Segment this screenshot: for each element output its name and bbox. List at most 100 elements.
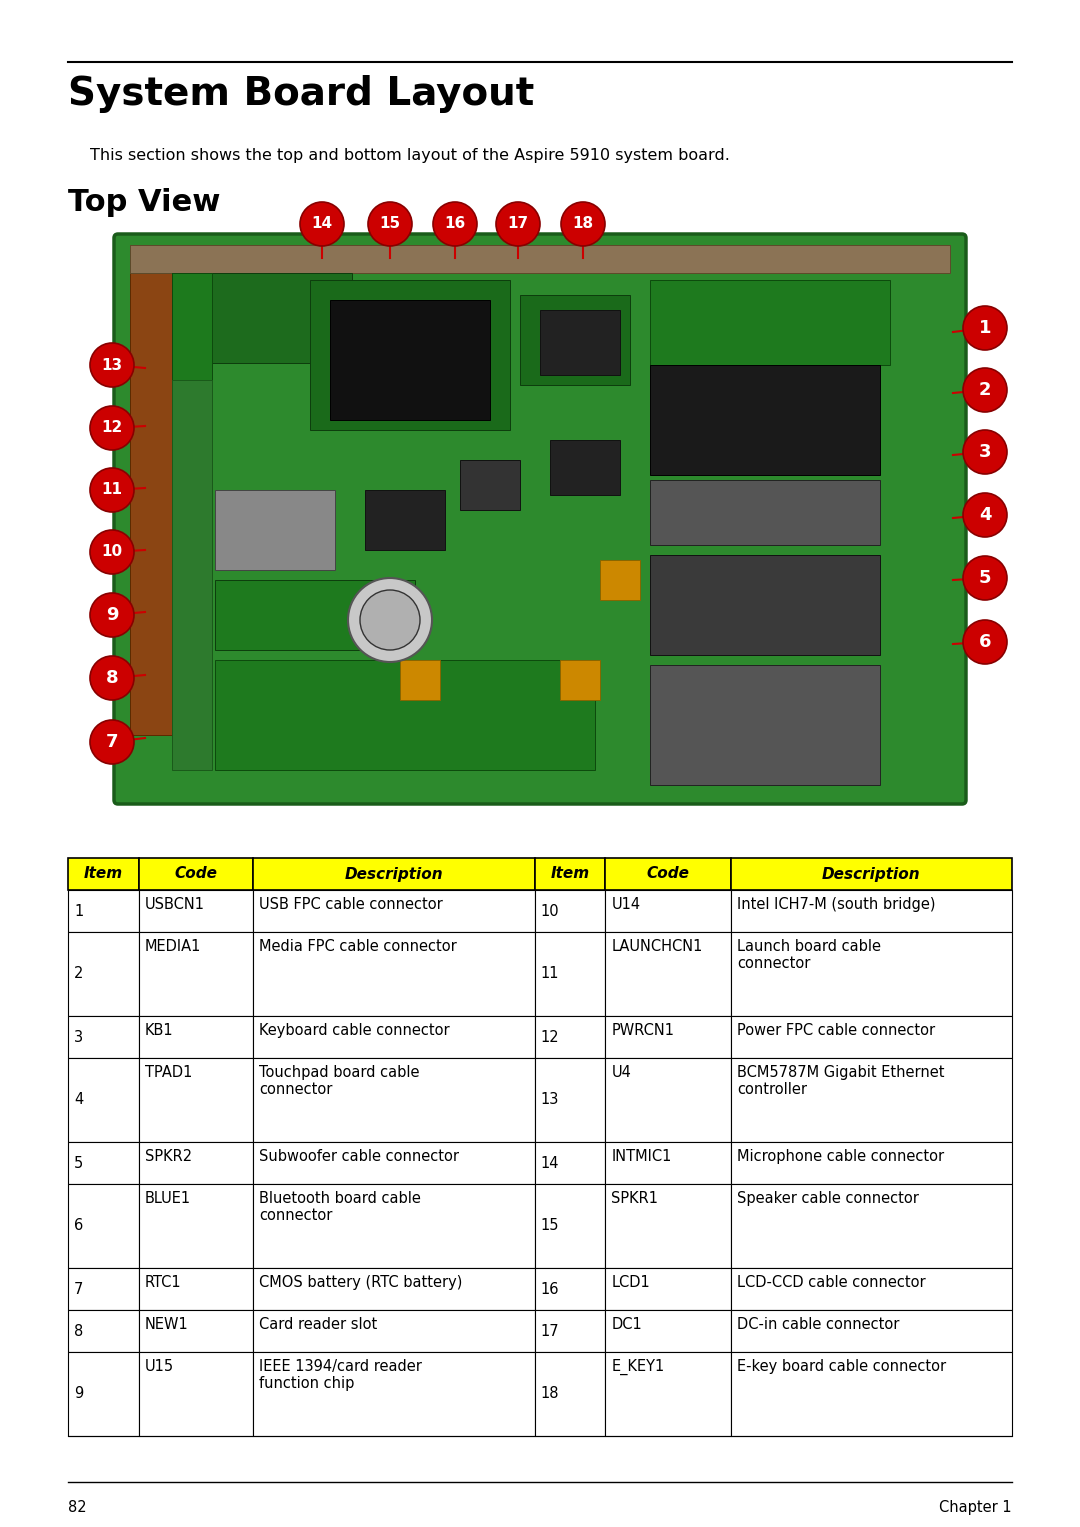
Text: 9: 9: [75, 1387, 83, 1402]
Text: CMOS battery (RTC battery): CMOS battery (RTC battery): [259, 1275, 462, 1290]
Circle shape: [348, 579, 432, 663]
Bar: [731, 1142, 1012, 1183]
Text: E-key board cable connector: E-key board cable connector: [737, 1359, 946, 1374]
Bar: [606, 1058, 731, 1142]
Circle shape: [90, 592, 134, 637]
Text: Media FPC cable connector: Media FPC cable connector: [259, 939, 457, 954]
Circle shape: [368, 202, 411, 246]
Circle shape: [963, 556, 1007, 600]
Text: 14: 14: [311, 217, 333, 232]
Text: 10: 10: [102, 545, 122, 559]
Bar: [606, 1015, 731, 1058]
Circle shape: [963, 305, 1007, 350]
Circle shape: [433, 202, 477, 246]
Text: Microphone cable connector: Microphone cable connector: [737, 1148, 944, 1164]
Bar: [540, 310, 620, 376]
Bar: [731, 931, 1012, 1015]
Bar: [139, 1142, 254, 1183]
Bar: [535, 1310, 606, 1351]
Bar: [606, 890, 731, 931]
Text: 6: 6: [978, 634, 991, 651]
Bar: [550, 440, 620, 495]
Text: SPKR1: SPKR1: [611, 1191, 659, 1206]
Bar: [650, 365, 880, 475]
Circle shape: [963, 620, 1007, 664]
Circle shape: [90, 406, 134, 450]
Circle shape: [963, 493, 1007, 538]
Text: Code: Code: [175, 866, 217, 881]
Bar: [460, 460, 519, 510]
Bar: [535, 931, 606, 1015]
Text: MEDIA1: MEDIA1: [145, 939, 201, 954]
Text: 13: 13: [541, 1092, 559, 1107]
Text: U4: U4: [611, 1064, 632, 1080]
Text: Item: Item: [84, 866, 123, 881]
Bar: [731, 1351, 1012, 1435]
Bar: [650, 664, 880, 785]
Bar: [535, 1351, 606, 1435]
Text: NEW1: NEW1: [145, 1316, 189, 1332]
Bar: [606, 931, 731, 1015]
Bar: [606, 1142, 731, 1183]
Text: 14: 14: [541, 1156, 559, 1171]
Bar: [650, 279, 890, 365]
Text: DC-in cable connector: DC-in cable connector: [737, 1316, 900, 1332]
Text: Subwoofer cable connector: Subwoofer cable connector: [259, 1148, 459, 1164]
Bar: [130, 244, 950, 273]
Bar: [606, 1267, 731, 1310]
Text: U15: U15: [145, 1359, 174, 1374]
Text: BCM5787M Gigabit Ethernet
controller: BCM5787M Gigabit Ethernet controller: [737, 1064, 944, 1098]
Circle shape: [90, 467, 134, 512]
Circle shape: [963, 368, 1007, 412]
Bar: [731, 1267, 1012, 1310]
Bar: [130, 244, 172, 734]
Text: KB1: KB1: [145, 1023, 174, 1038]
Bar: [535, 1058, 606, 1142]
Bar: [535, 1183, 606, 1267]
Text: USBCN1: USBCN1: [145, 896, 205, 912]
Bar: [68, 1015, 139, 1058]
FancyBboxPatch shape: [114, 234, 966, 805]
Bar: [731, 1310, 1012, 1351]
Text: 13: 13: [102, 357, 122, 373]
Text: 5: 5: [978, 570, 991, 586]
Bar: [606, 1183, 731, 1267]
Text: BLUE1: BLUE1: [145, 1191, 191, 1206]
Bar: [254, 858, 535, 890]
Bar: [68, 1351, 139, 1435]
Text: RTC1: RTC1: [145, 1275, 181, 1290]
Bar: [68, 858, 139, 890]
Text: INTMIC1: INTMIC1: [611, 1148, 672, 1164]
Text: Power FPC cable connector: Power FPC cable connector: [737, 1023, 935, 1038]
Text: 7: 7: [106, 733, 118, 751]
Bar: [330, 299, 490, 420]
Bar: [254, 1183, 535, 1267]
Bar: [68, 1310, 139, 1351]
Bar: [215, 580, 415, 651]
Bar: [254, 1142, 535, 1183]
Text: 12: 12: [102, 420, 123, 435]
Bar: [731, 1183, 1012, 1267]
Text: 2: 2: [978, 382, 991, 399]
Text: 2: 2: [75, 967, 83, 982]
Text: Description: Description: [345, 866, 443, 881]
Text: PWRCN1: PWRCN1: [611, 1023, 674, 1038]
Bar: [172, 273, 352, 363]
Circle shape: [561, 202, 605, 246]
Text: 3: 3: [978, 443, 991, 461]
Circle shape: [963, 431, 1007, 473]
Text: 9: 9: [106, 606, 118, 625]
Text: 16: 16: [541, 1281, 559, 1296]
Bar: [731, 858, 1012, 890]
Text: 12: 12: [541, 1029, 559, 1044]
Bar: [254, 1310, 535, 1351]
Bar: [310, 279, 510, 431]
Bar: [535, 1142, 606, 1183]
Bar: [254, 1015, 535, 1058]
Bar: [172, 380, 212, 770]
Text: 4: 4: [75, 1092, 83, 1107]
Bar: [68, 931, 139, 1015]
Text: 11: 11: [541, 967, 559, 982]
Bar: [600, 560, 640, 600]
Bar: [139, 1351, 254, 1435]
